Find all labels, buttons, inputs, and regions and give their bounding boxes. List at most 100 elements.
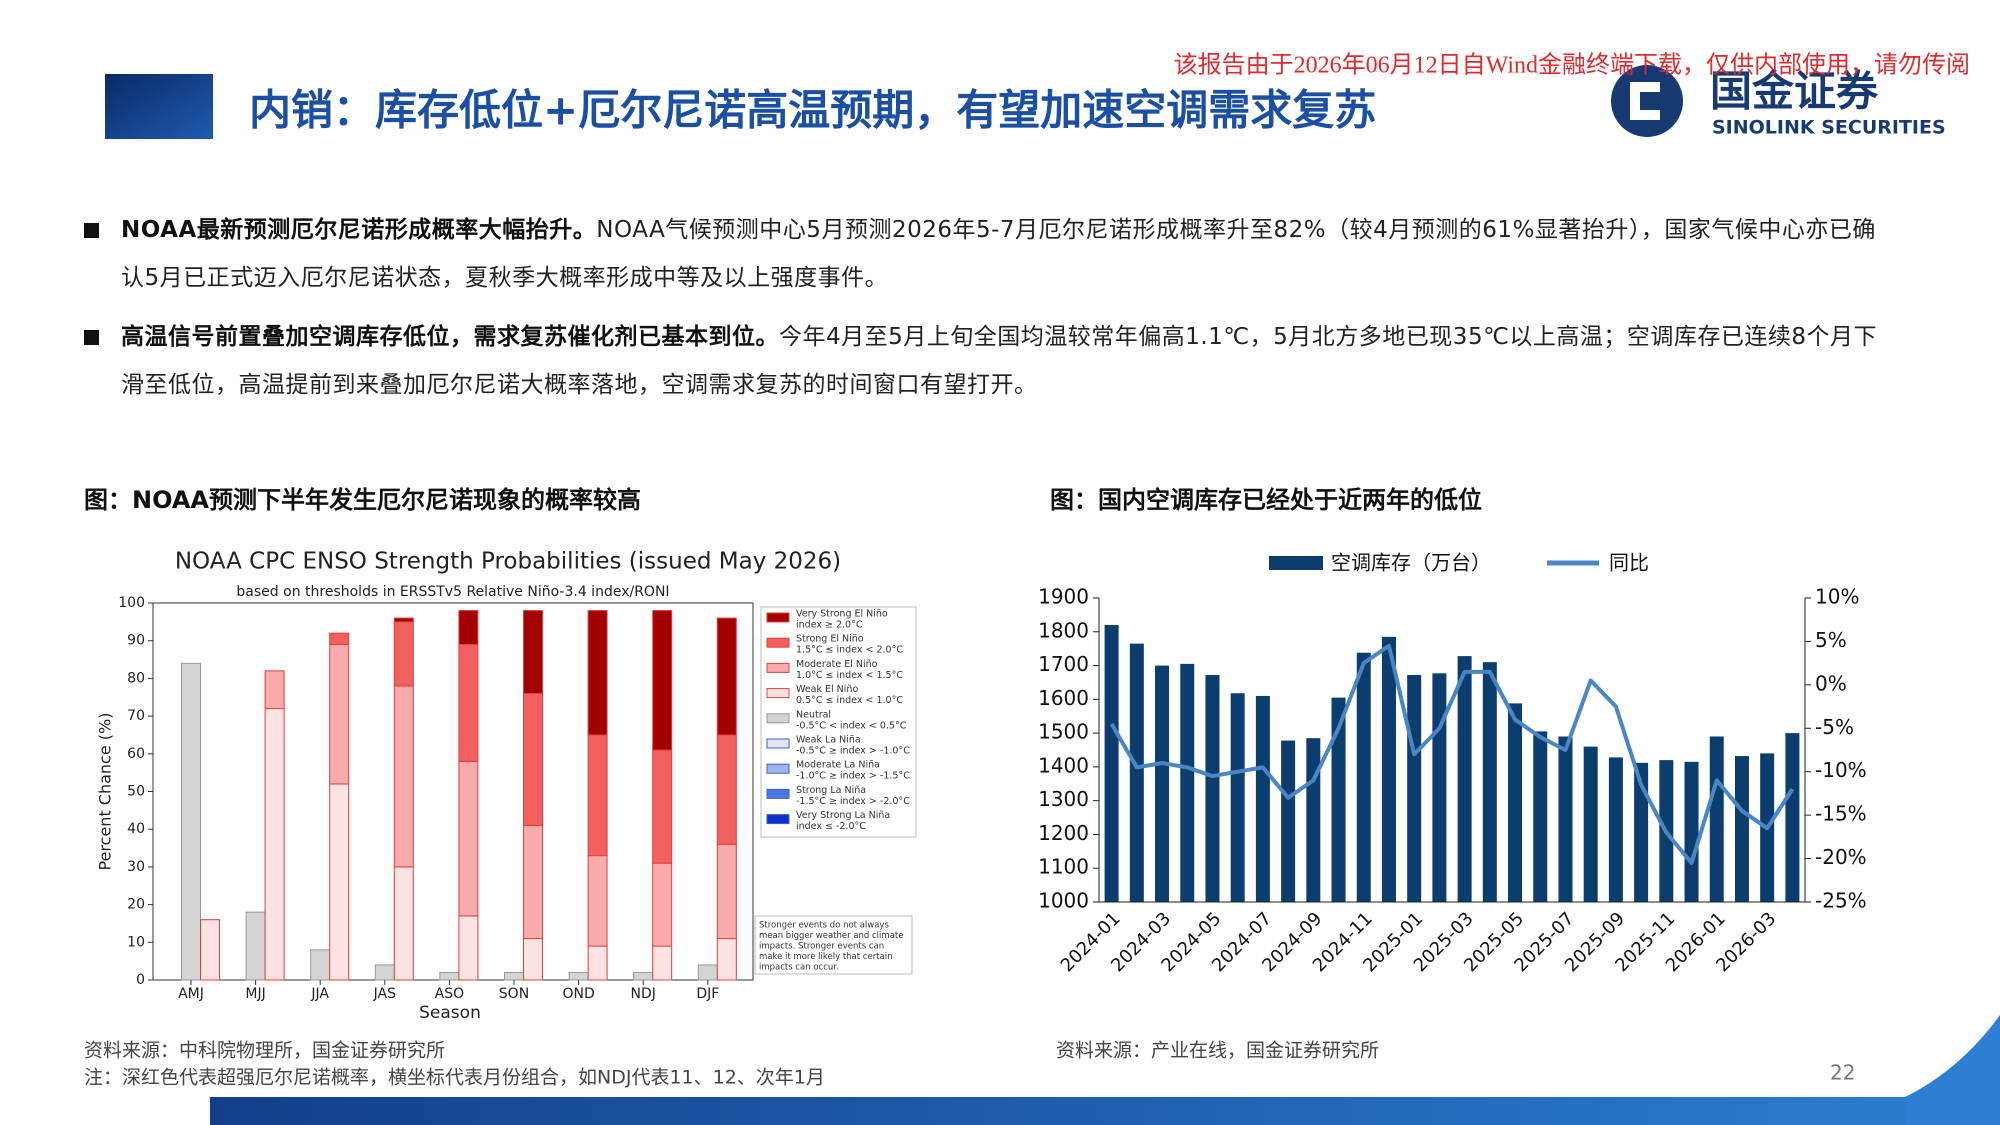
bar: [1381, 636, 1396, 902]
footer-swoosh: [1905, 1015, 2000, 1125]
bar-segment: [587, 734, 608, 857]
bar: [1255, 695, 1270, 902]
annotation-box: [754, 915, 913, 975]
legend-label: Strong La Niña: [796, 785, 866, 796]
y-tick-label: 10: [127, 934, 145, 950]
annotation-line: impacts can occur.: [759, 963, 839, 973]
annotation-line: Stronger events do not always: [759, 921, 889, 931]
legend-label: Moderate El Niño: [796, 659, 878, 670]
bar: [1634, 762, 1649, 902]
bar-segment: [587, 855, 608, 947]
bar: [1608, 757, 1623, 902]
legend-label: Very Strong La Niña: [796, 810, 890, 821]
legend-swatch: [766, 788, 790, 799]
y-axis-label: Percent Chance (%): [96, 713, 115, 871]
y-tick-label: 1900: [1038, 585, 1089, 609]
bar-segment: [439, 971, 460, 981]
figure-source: 资料来源：中科院物理所，国金证券研究所: [84, 1040, 445, 1062]
legend-swatch: [766, 713, 790, 724]
bar-segment: [200, 919, 220, 981]
bar-segment: [329, 632, 350, 645]
bar-segment: [568, 971, 589, 981]
bar-segment: [523, 824, 543, 940]
x-tick-label: JJA: [310, 986, 329, 1002]
y-tick-label: 60: [127, 746, 145, 762]
legend-label: Neutral: [796, 709, 831, 720]
x-tick-label: NDJ: [631, 986, 656, 1002]
bar-segment: [716, 617, 737, 736]
bar: [1482, 662, 1497, 902]
legend-note: -0.5°C ≥ index > -1.0°C: [796, 746, 910, 757]
legend-label: Weak La Niña: [796, 735, 861, 746]
legend-note: -1.5°C ≥ index > -2.0°C: [796, 796, 910, 807]
bar-segment: [652, 945, 673, 981]
chart-subtitle: based on thresholds in ERSSTv5 Relative …: [236, 584, 669, 600]
bullet-list: NOAA最新预测厄尔尼诺形成概率大幅抬升。NOAA气候预测中心5月预测2026年…: [84, 206, 1894, 420]
bar-segment: [458, 610, 479, 645]
y2-tick-label: 10%: [1815, 585, 1859, 609]
y-tick-label: 50: [127, 784, 145, 800]
x-tick-label: ASO: [435, 986, 464, 1002]
x-tick-label: MJJ: [245, 986, 265, 1002]
bar: [1583, 746, 1598, 902]
bar: [1129, 643, 1144, 902]
slide-title: 内销：库存低位+厄尔尼诺高温预期，有望加速空调需求复苏: [249, 86, 1376, 135]
bar: [1457, 656, 1472, 902]
bar-segment: [652, 610, 673, 751]
chart-title: NOAA CPC ENSO Strength Probabilities (is…: [175, 549, 841, 575]
bar-segment: [458, 643, 479, 762]
bar: [1230, 693, 1245, 902]
y2-tick-label: -20%: [1815, 845, 1867, 869]
bar: [1407, 675, 1422, 902]
logo-glyph: [1630, 82, 1660, 120]
bar-segment: [587, 945, 608, 981]
logo-en: SINOLINK SECURITIES: [1712, 117, 1946, 139]
line: [1109, 643, 1795, 865]
y-tick-label: 90: [127, 633, 145, 649]
y-tick-label: 20: [127, 897, 145, 913]
y-tick-label: 30: [127, 859, 145, 875]
legend-note: -0.5°C < index < 0.5°C: [796, 720, 907, 731]
inventory-chart: 1000 1100 1200 1300 1400 1500 1600 1700 1800 1900…: [1038, 551, 1867, 977]
bullet-lead: NOAA最新预测厄尔尼诺形成概率大幅抬升。: [121, 217, 597, 243]
x-tick-label: OND: [562, 986, 594, 1002]
legend-label: Strong El Niño: [796, 634, 864, 645]
bar-segment: [652, 749, 673, 864]
bar: [1205, 675, 1220, 902]
bar-segment: [393, 866, 414, 981]
legend-note: index ≤ -2.0°C: [796, 821, 866, 832]
bar: [1155, 665, 1170, 902]
bullet-text: 今年4月至5月上旬全国均温较常年偏高1.1℃，5月北方多地已现35℃以上高温；空…: [121, 324, 1878, 398]
logo-mark: [1611, 65, 1683, 137]
y-tick-label: 1100: [1038, 855, 1089, 879]
y-tick-label: 0: [136, 972, 145, 988]
bar-segment: [393, 621, 414, 687]
bullet-square: [84, 330, 99, 345]
y-tick-label: 1400: [1038, 753, 1089, 777]
bullet: 高温信号前置叠加空调库存低位，需求复苏催化剂已基本到位。今年4月至5月上旬全国均…: [84, 313, 1894, 409]
bullet-square: [84, 223, 99, 238]
bar-segment: [374, 964, 395, 981]
bar: [1684, 761, 1699, 902]
bar-segment: [458, 915, 479, 981]
bar-segment: [523, 938, 543, 981]
bar: [1356, 652, 1371, 902]
y-tick-label: 100: [118, 595, 145, 611]
y-tick-label: 1500: [1038, 720, 1089, 744]
bar: [1432, 673, 1447, 902]
legend-swatch: [1269, 556, 1323, 570]
bar: [1558, 736, 1573, 902]
enso-chart: NOAA CPC ENSO Strength Probabilities (is…: [89, 542, 931, 1027]
watermark: 该报告由于2026年06月12日自Wind金融终端下载，仅供内部使用，请勿传阅: [1174, 52, 1970, 79]
bar-segment: [310, 949, 331, 981]
y-tick-label: 1700: [1038, 652, 1089, 676]
legend-swatch: [766, 612, 790, 623]
legend-swatch: [766, 637, 790, 648]
legend-swatch: [766, 763, 790, 774]
bullet-lead: 高温信号前置叠加空调库存低位，需求复苏催化剂已基本到位。: [121, 324, 779, 350]
y2-tick-label: -25%: [1815, 889, 1867, 913]
y-tick-label: 1200: [1038, 821, 1089, 845]
bullet-text: NOAA气候预测中心5月预测2026年5-7月厄尔尼诺形成概率升至82%（较4月…: [121, 217, 1876, 291]
